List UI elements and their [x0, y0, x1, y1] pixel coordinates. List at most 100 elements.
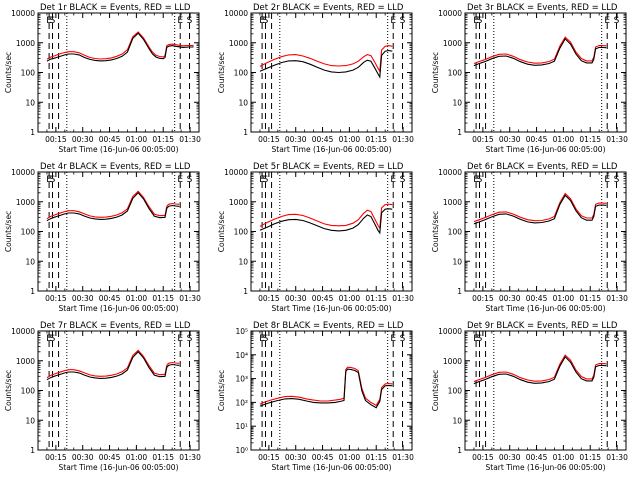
x-tick-label: 00:45	[99, 453, 121, 462]
x-tick-label: 00:30	[285, 453, 307, 462]
x-tick-label: 00:15	[472, 453, 494, 462]
plot-frame	[250, 330, 413, 451]
series-line-events	[473, 38, 607, 67]
event-marker-label: E	[259, 175, 265, 185]
chart-panel-2: Det 2r BLACK = Events, RED = LLD 1 10 100 10…	[217, 3, 414, 154]
x-tick-label: 01:30	[606, 294, 628, 303]
x-tick-label: 00:30	[499, 135, 521, 144]
y-tick-label: 100	[448, 228, 463, 237]
panel-title: Det 3r BLACK = Events, RED = LLD	[467, 3, 618, 13]
x-axis-label: Start Time (16-Jun-06 00:05:00)	[272, 145, 392, 154]
x-tick-label: 01:00	[126, 294, 148, 303]
y-tick-label: 100	[234, 69, 249, 78]
x-tick-label: 00:15	[258, 294, 280, 303]
event-marker-label: E	[177, 334, 183, 344]
y-axis-label: Counts/sec	[217, 211, 226, 252]
event-marker-label: S	[400, 16, 406, 26]
y-tick-label: 100	[234, 228, 249, 237]
x-tick-label: 01:00	[126, 135, 148, 144]
x-tick-label: 01:00	[339, 453, 361, 462]
x-tick-label: 00:45	[312, 135, 334, 144]
event-marker-label: S	[187, 175, 193, 185]
y-tick-label: 1	[30, 287, 35, 296]
x-tick-label: 01:15	[365, 453, 387, 462]
y-tick-label: 1	[30, 128, 35, 137]
x-tick-label: 00:45	[99, 135, 121, 144]
x-tick-label: 00:30	[499, 294, 521, 303]
plot-frame	[250, 12, 413, 133]
event-marker-label: S	[477, 334, 483, 344]
x-tick-label: 00:15	[472, 294, 494, 303]
panel-title: Det 6r BLACK = Events, RED = LLD	[467, 162, 618, 172]
y-tick-label: 1000	[229, 198, 248, 207]
event-marker-label: S	[614, 175, 620, 185]
series-line-events	[259, 208, 393, 235]
x-tick-label: 01:00	[553, 453, 575, 462]
y-tick-label: 10000	[438, 327, 462, 336]
y-tick-label: 10¹	[235, 422, 248, 431]
series-line-lld	[259, 203, 393, 230]
panel-title: Det 4r BLACK = Events, RED = LLD	[40, 162, 191, 172]
y-tick-label: 100	[21, 387, 36, 396]
event-marker-label: S	[50, 16, 56, 26]
plot-frame	[250, 171, 413, 292]
y-tick-label: 1000	[443, 198, 462, 207]
x-tick-label: 01:15	[365, 135, 387, 144]
y-tick-label: 10⁴	[235, 351, 248, 360]
x-tick-label: 00:15	[472, 135, 494, 144]
y-tick-label: 1	[457, 446, 462, 455]
y-tick-label: 1000	[443, 39, 462, 48]
x-tick-label: 00:45	[312, 453, 334, 462]
y-tick-label: 1	[457, 287, 462, 296]
event-marker-label: S	[50, 334, 56, 344]
x-tick-label: 00:15	[45, 294, 67, 303]
event-marker-label: E	[177, 16, 183, 26]
y-axis-label: Counts/sec	[4, 211, 13, 252]
x-tick-label: 01:00	[339, 135, 361, 144]
x-tick-label: 01:00	[126, 453, 148, 462]
y-axis-label: Counts/sec	[431, 370, 440, 411]
chart-panel-7: Det 7r BLACK = Events, RED = LLD 1 10 100 10…	[4, 321, 201, 472]
x-tick-label: 00:30	[285, 135, 307, 144]
x-tick-label: 01:15	[365, 294, 387, 303]
y-tick-label: 100	[21, 69, 36, 78]
y-tick-label: 10³	[235, 375, 248, 384]
x-tick-label: 01:00	[553, 135, 575, 144]
x-tick-label: 01:30	[392, 135, 414, 144]
y-tick-label: 10000	[224, 9, 248, 18]
event-marker-label: E	[604, 16, 610, 26]
event-marker-label: S	[614, 16, 620, 26]
chart-panel-1: Det 1r BLACK = Events, RED = LLD 1 10 100 10…	[4, 3, 201, 154]
event-marker-label: E	[259, 334, 265, 344]
x-tick-label: 01:30	[392, 453, 414, 462]
y-axis-label: Counts/sec	[217, 370, 226, 411]
event-marker-label: E	[473, 175, 479, 185]
event-marker-label: E	[177, 175, 183, 185]
y-axis-label: Counts/sec	[431, 52, 440, 93]
event-marker-label: S	[263, 16, 269, 26]
x-axis-label: Start Time (16-Jun-06 00:05:00)	[486, 145, 606, 154]
y-tick-label: 10	[238, 257, 248, 266]
event-marker-label: E	[604, 175, 610, 185]
x-tick-label: 01:15	[579, 294, 601, 303]
panel-title: Det 1r BLACK = Events, RED = LLD	[40, 3, 191, 13]
series-line-lld	[46, 31, 194, 60]
y-tick-label: 1000	[16, 198, 35, 207]
event-marker-label: E	[390, 334, 396, 344]
event-marker-label: S	[187, 334, 193, 344]
x-tick-label: 00:15	[258, 453, 280, 462]
series-line-events	[46, 32, 194, 62]
y-axis-label: Counts/sec	[217, 52, 226, 93]
event-marker-label: E	[473, 16, 479, 26]
x-tick-label: 00:45	[526, 453, 548, 462]
y-axis-label: Counts/sec	[4, 370, 13, 411]
chart-panel-8: Det 8r BLACK = Events, RED = LLD 10⁰ 10¹ 10…	[217, 321, 414, 472]
event-marker-label: S	[400, 175, 406, 185]
x-tick-label: 00:30	[72, 135, 94, 144]
x-axis-label: Start Time (16-Jun-06 00:05:00)	[59, 463, 179, 472]
x-tick-label: 00:45	[526, 294, 548, 303]
event-marker-label: S	[50, 175, 56, 185]
plot-frame	[37, 330, 200, 451]
y-tick-label: 1000	[443, 357, 462, 366]
x-tick-label: 00:45	[312, 294, 334, 303]
